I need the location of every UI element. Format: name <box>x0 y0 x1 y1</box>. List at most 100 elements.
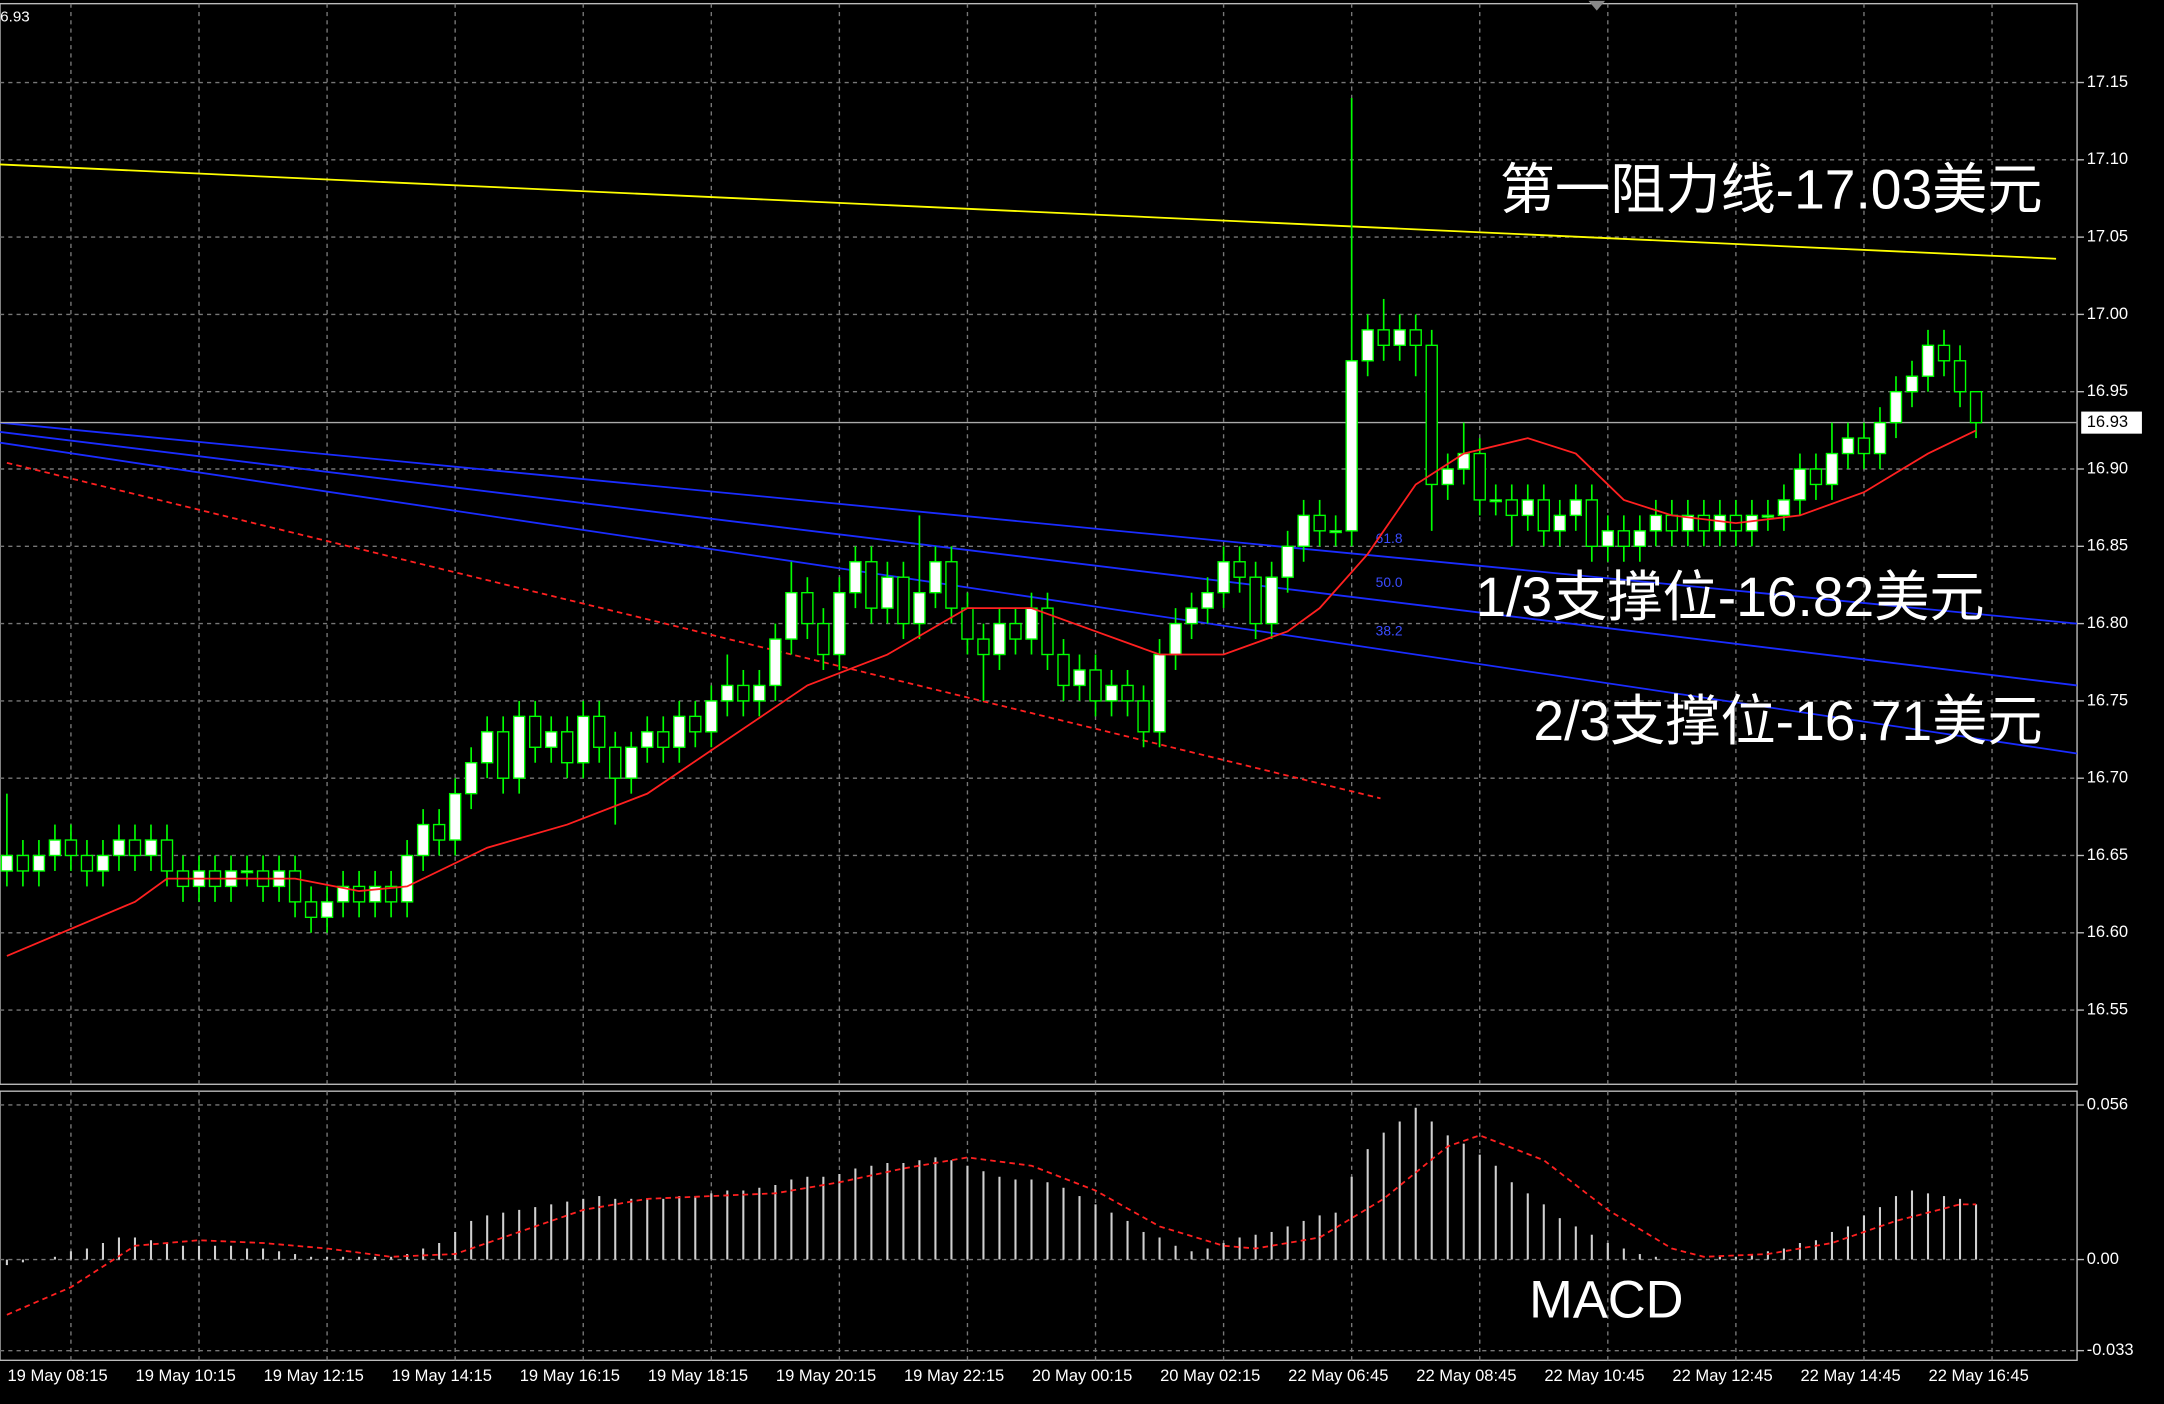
candle-body <box>689 715 702 733</box>
y-tick-label: 0.056 <box>2087 1094 2128 1113</box>
candle-body <box>1249 576 1262 625</box>
candle-body <box>1361 329 1374 362</box>
annotation: 第一阻力线-17.03美元 <box>1500 159 2043 221</box>
candle-body <box>1745 514 1759 532</box>
x-tick-label: 20 May 00:15 <box>1032 1366 1132 1385</box>
candle-body <box>1697 514 1711 532</box>
annotation: 2/3支撑位-16.71美元 <box>1533 690 2042 752</box>
candle-body <box>1297 514 1310 547</box>
candle-body <box>1169 622 1182 656</box>
candle-body <box>1905 375 1919 393</box>
candle-body <box>657 731 670 748</box>
x-tick-label: 22 May 10:45 <box>1544 1366 1644 1385</box>
x-tick-label: 19 May 22:15 <box>904 1366 1004 1385</box>
candle-body <box>849 561 862 594</box>
candle-body <box>1665 514 1679 532</box>
candle-body <box>1537 499 1550 532</box>
y-tick-label: 17.05 <box>2087 226 2128 245</box>
y-tick-label: 16.70 <box>2087 768 2128 787</box>
candle-body <box>112 839 126 857</box>
price-panel <box>0 2 2078 1085</box>
y-tick-label: -0.033 <box>2087 1340 2134 1359</box>
candle-body <box>1281 545 1294 578</box>
x-tick-label: 22 May 06:45 <box>1288 1366 1388 1385</box>
candle-body <box>512 715 526 779</box>
candle-body <box>1777 499 1791 517</box>
candle-body <box>1841 437 1855 455</box>
candle-body <box>1809 468 1823 486</box>
candle-body <box>593 715 606 748</box>
candle-body <box>1585 499 1599 547</box>
candle-body <box>721 684 734 702</box>
candle-body <box>833 591 846 656</box>
candle-body <box>1569 499 1583 517</box>
candle-body <box>0 854 14 872</box>
x-tick-label: 19 May 12:15 <box>264 1366 364 1385</box>
candle-body <box>1137 700 1150 733</box>
y-tick-label: 16.55 <box>2087 999 2128 1018</box>
trend-line <box>0 421 2078 625</box>
x-tick-label: 22 May 12:45 <box>1672 1366 1772 1385</box>
candle-body <box>769 638 782 687</box>
candle-body <box>1073 669 1086 687</box>
trend-line <box>0 431 2078 687</box>
y-tick-label: 16.65 <box>2087 845 2128 864</box>
candle-body <box>929 561 942 594</box>
candle-body <box>16 854 30 872</box>
header-value: 16.93 <box>0 8 30 25</box>
trend-line <box>6 461 1381 800</box>
candle-body <box>480 731 494 764</box>
candle-body <box>1681 514 1695 532</box>
candle-body <box>977 638 990 656</box>
y-tick-label: 16.80 <box>2087 613 2128 632</box>
x-tick-label: 19 May 08:15 <box>7 1366 107 1385</box>
candle-body <box>1921 344 1935 377</box>
candle-body <box>1329 530 1342 534</box>
candle-body <box>1201 591 1214 609</box>
candle-body <box>1041 607 1054 656</box>
candle-body <box>1937 344 1951 362</box>
candle-body <box>625 746 638 779</box>
signal-line <box>6 1134 1977 1316</box>
candle-body <box>737 684 750 702</box>
candle-body <box>1185 607 1198 625</box>
annotation: 1/3支撑位-16.82美元 <box>1475 566 1984 628</box>
x-tick-label: 22 May 08:45 <box>1416 1366 1516 1385</box>
candle-body <box>464 762 478 795</box>
candle-body <box>961 607 974 640</box>
x-tick-label: 19 May 10:15 <box>136 1366 236 1385</box>
candle-body <box>432 823 446 841</box>
candle-body <box>528 715 542 748</box>
candle-body <box>753 684 766 702</box>
candle-body <box>80 854 94 872</box>
candle-body <box>400 854 414 903</box>
candle-body <box>785 591 798 640</box>
candle-body <box>1969 391 1983 424</box>
candle-body <box>304 901 318 919</box>
candle-body <box>993 622 1006 656</box>
candle-body <box>673 715 686 748</box>
shift-marker <box>1588 0 1606 11</box>
candle-body <box>609 746 622 779</box>
candle-body <box>1793 468 1807 501</box>
candle-body <box>1217 561 1230 594</box>
candle-body <box>64 839 78 857</box>
candle-body <box>1633 530 1647 547</box>
y-tick-label: 16.75 <box>2087 690 2128 709</box>
candle-body <box>1377 329 1390 347</box>
candle-body <box>1345 360 1358 532</box>
macd-title: MACD <box>1529 1272 1683 1330</box>
moving-average <box>6 429 1977 957</box>
candle-body <box>1393 329 1406 347</box>
candle-body <box>817 622 830 656</box>
candle-body <box>1505 499 1518 517</box>
trend-line <box>0 163 2057 260</box>
candle-body <box>1025 607 1038 640</box>
candle-body <box>1953 360 1967 393</box>
bid-label: 16.93 <box>2087 412 2128 431</box>
candle-body <box>1121 684 1134 702</box>
candle-body <box>945 561 958 609</box>
candle-body <box>1713 514 1727 532</box>
x-tick-label: 20 May 02:15 <box>1160 1366 1260 1385</box>
